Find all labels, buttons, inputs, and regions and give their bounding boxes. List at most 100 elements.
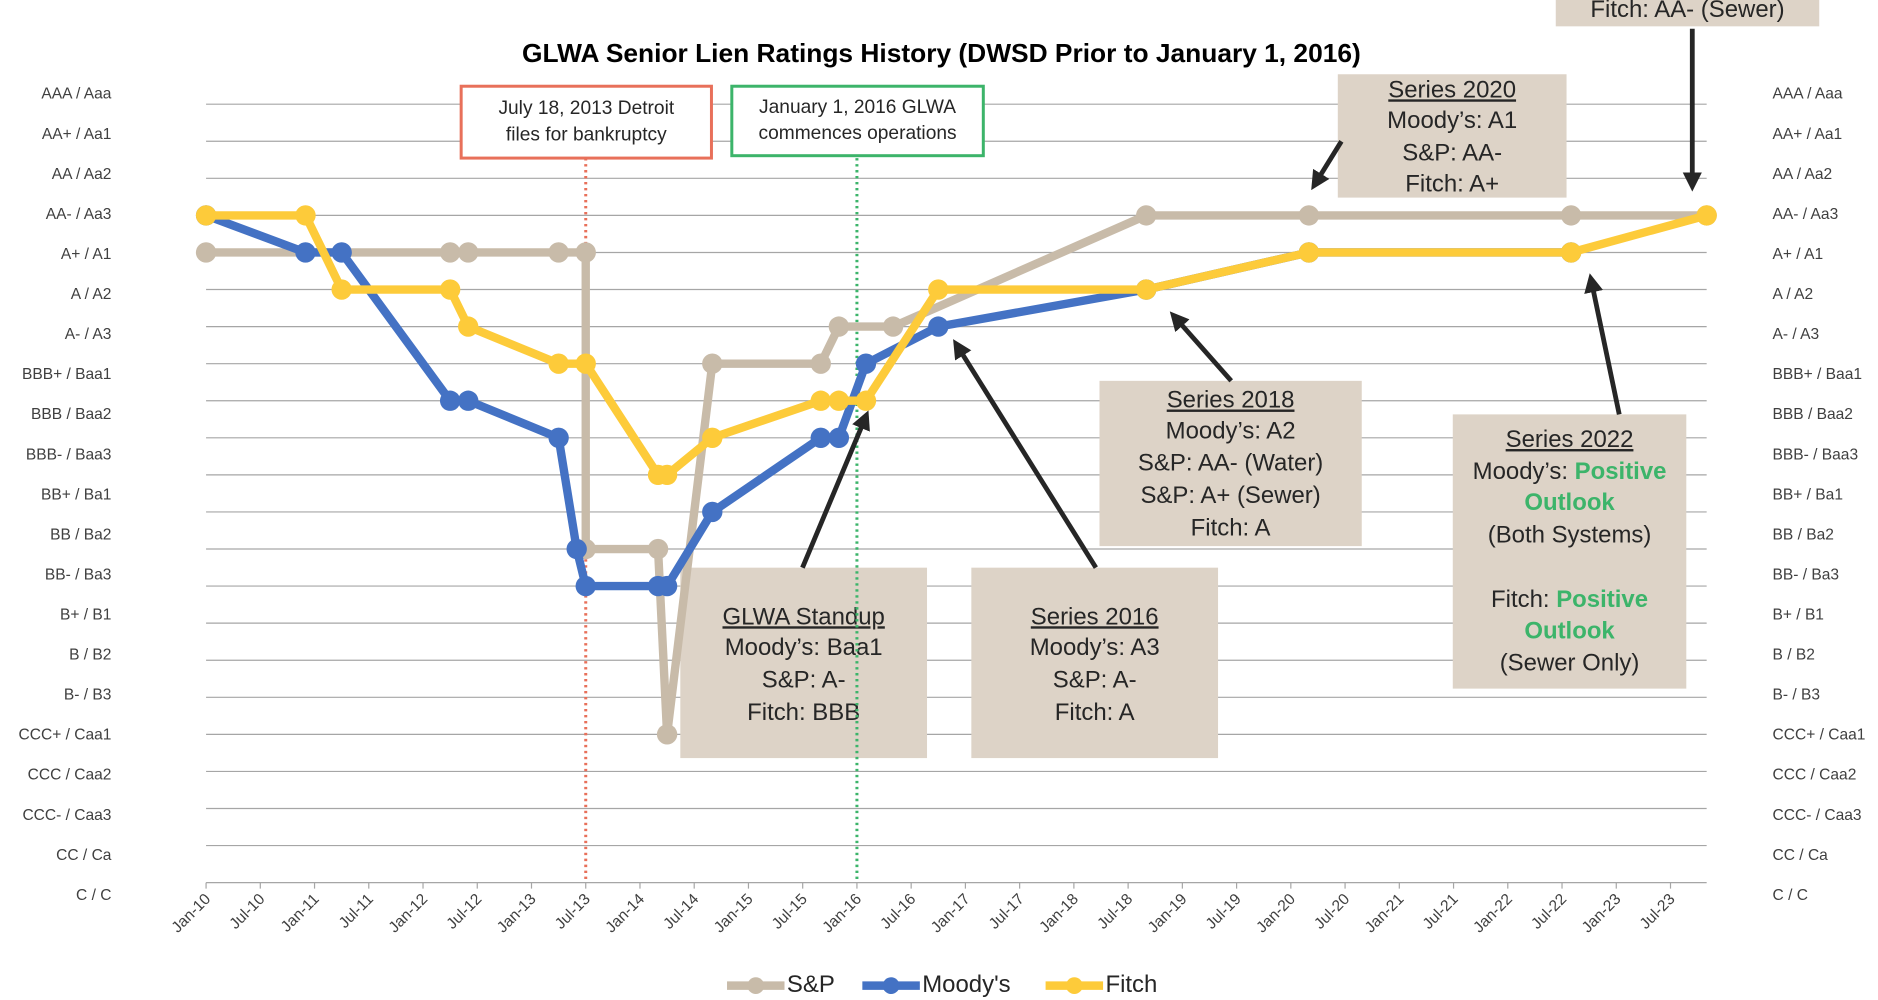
annotation-line: S&P: AA- (Water) <box>1138 450 1323 477</box>
y-tick-label: C / C <box>76 887 111 904</box>
x-tick-label: Jul-21 <box>1420 891 1462 933</box>
y-tick-label: CCC+ / Caa1 <box>19 727 112 744</box>
x-tick-label: Jan-12 <box>386 891 432 937</box>
annotation-text: January 1, 2016 GLWA <box>759 97 956 118</box>
y-tick-label: CC / Ca <box>56 847 112 864</box>
annotation-line: Fitch: BBB <box>747 699 860 726</box>
x-tick-label: Jul-15 <box>769 891 811 933</box>
arrow <box>1311 140 1344 191</box>
annotation-highlight: Outlook <box>1524 490 1615 517</box>
annotation-line: Moody’s: A3 <box>1030 634 1160 661</box>
data-point <box>195 205 217 226</box>
annotation-box <box>1452 414 1687 689</box>
y2-tick-label: BB / Ba2 <box>1773 526 1834 543</box>
y2-tick-label: AA+ / Aa1 <box>1773 126 1843 143</box>
y-tick-label: CCC- / Caa3 <box>22 807 111 824</box>
y-tick-label: CCC / Caa2 <box>28 767 112 784</box>
y2-tick-label: BBB- / Baa3 <box>1773 446 1859 463</box>
annotation-line: S&P: A+ (Sewer) <box>1140 482 1320 509</box>
x-tick-label: Jul-20 <box>1311 890 1353 932</box>
y2-tick-label: B / B2 <box>1773 647 1815 664</box>
data-point <box>458 390 479 411</box>
x-tick-label: Jul-11 <box>336 891 377 932</box>
x-tick-label: Jul-19 <box>1203 891 1245 933</box>
annotation-line: July 18, 2013 Detroit <box>498 98 674 119</box>
x-tick-label: Jan-19 <box>1145 891 1191 937</box>
annotation-line: Moody’s: Positive <box>1473 458 1667 485</box>
legend-label: Fitch <box>1105 971 1157 998</box>
arrow <box>1584 273 1622 415</box>
annotation-line: Outlook <box>1524 618 1615 645</box>
annotation-line: Fitch: A <box>1191 515 1271 542</box>
y-tick-label: AA / Aa2 <box>52 166 112 183</box>
annotation-text: Moody’s: A1 <box>1387 107 1517 134</box>
x-tick-label: Jan-14 <box>602 890 648 936</box>
annotation-line: (Sewer Only) <box>1500 650 1640 677</box>
annotation-text: Fitch: A+ <box>1405 171 1499 198</box>
annotation-text: (Both Systems) <box>1488 522 1652 549</box>
x-tick-label: Jul-22 <box>1528 891 1570 933</box>
data-point <box>439 390 461 411</box>
annotation-text: Fitch: A <box>1191 515 1271 542</box>
annotation-box <box>680 567 928 759</box>
y-tick-label: BBB / Baa2 <box>31 406 111 423</box>
data-point <box>439 242 461 263</box>
data-point <box>855 353 877 374</box>
arrow <box>800 410 870 569</box>
y2-tick-label: C / C <box>1773 887 1808 904</box>
data-point <box>295 242 316 263</box>
y2-tick-label: CCC- / Caa3 <box>1773 807 1862 824</box>
annotation-highlight: Outlook <box>1524 618 1615 645</box>
y-tick-label: BB / Ba2 <box>50 526 111 543</box>
y-tick-label: B+ / B1 <box>60 606 111 623</box>
annotation-line: commences operations <box>759 123 957 144</box>
annotation-text: (Sewer Only) <box>1500 650 1640 677</box>
y-tick-label: A / A2 <box>71 286 112 303</box>
legend-marker <box>882 977 900 995</box>
annotation-text: Moody’s: A3 <box>1030 634 1160 661</box>
data-point <box>458 242 479 263</box>
chart-title: GLWA Senior Lien Ratings History (DWSD P… <box>522 38 1361 68</box>
annotation-highlight: Positive <box>1556 587 1648 614</box>
data-point <box>702 353 723 374</box>
y2-tick-label: B- / B3 <box>1773 687 1821 704</box>
y2-tick-label: BBB+ / Baa1 <box>1773 366 1862 383</box>
data-point <box>548 427 569 448</box>
x-tick-label: Jan-13 <box>494 891 540 937</box>
plot <box>195 158 1717 883</box>
data-point <box>702 501 723 523</box>
x-tick-label: Jan-20 <box>1253 890 1299 936</box>
y2-tick-label: CCC / Caa2 <box>1773 767 1857 784</box>
annotation-line: S&P: A- <box>762 667 846 694</box>
y-tick-label: BBB+ / Baa1 <box>22 366 111 383</box>
x-tick-label: Jul-13 <box>552 891 594 933</box>
data-point <box>1560 242 1582 263</box>
data-point <box>1136 279 1157 300</box>
annotation-line: January 1, 2016 GLWA <box>759 97 956 118</box>
y2-tick-label: B+ / B1 <box>1773 606 1824 623</box>
data-point <box>656 724 678 745</box>
data-point <box>1298 205 1320 226</box>
annotation-line: Fitch: AA- (Sewer) <box>1590 0 1784 23</box>
data-point <box>702 427 723 448</box>
data-point <box>331 279 352 300</box>
y2-tick-label: CCC+ / Caa1 <box>1773 727 1866 744</box>
data-point <box>828 390 850 411</box>
y-tick-label: B / B2 <box>69 647 111 664</box>
data-point <box>331 242 352 263</box>
data-point <box>828 316 850 337</box>
x-tick-label: Jan-23 <box>1579 891 1625 937</box>
x-tick-label: Jan-16 <box>819 891 865 937</box>
x-tick-label: Jan-15 <box>711 891 757 937</box>
annotation-title: Series 2020 <box>1388 76 1516 103</box>
annotation-line: Moody’s: A2 <box>1166 418 1296 445</box>
y2-tick-label: A- / A3 <box>1773 326 1820 343</box>
y-tick-label: AA+ / Aa1 <box>42 126 112 143</box>
x-tick-label: Jul-23 <box>1637 891 1679 933</box>
annotation-line: Moody’s: A1 <box>1387 107 1517 134</box>
annotation-title: Series 2018 <box>1167 387 1295 414</box>
annotation-box <box>1099 380 1362 547</box>
annotation-box <box>1337 74 1567 198</box>
y2-tick-label: AA / Aa2 <box>1773 166 1833 183</box>
x-tick-label: Jan-11 <box>278 891 323 936</box>
